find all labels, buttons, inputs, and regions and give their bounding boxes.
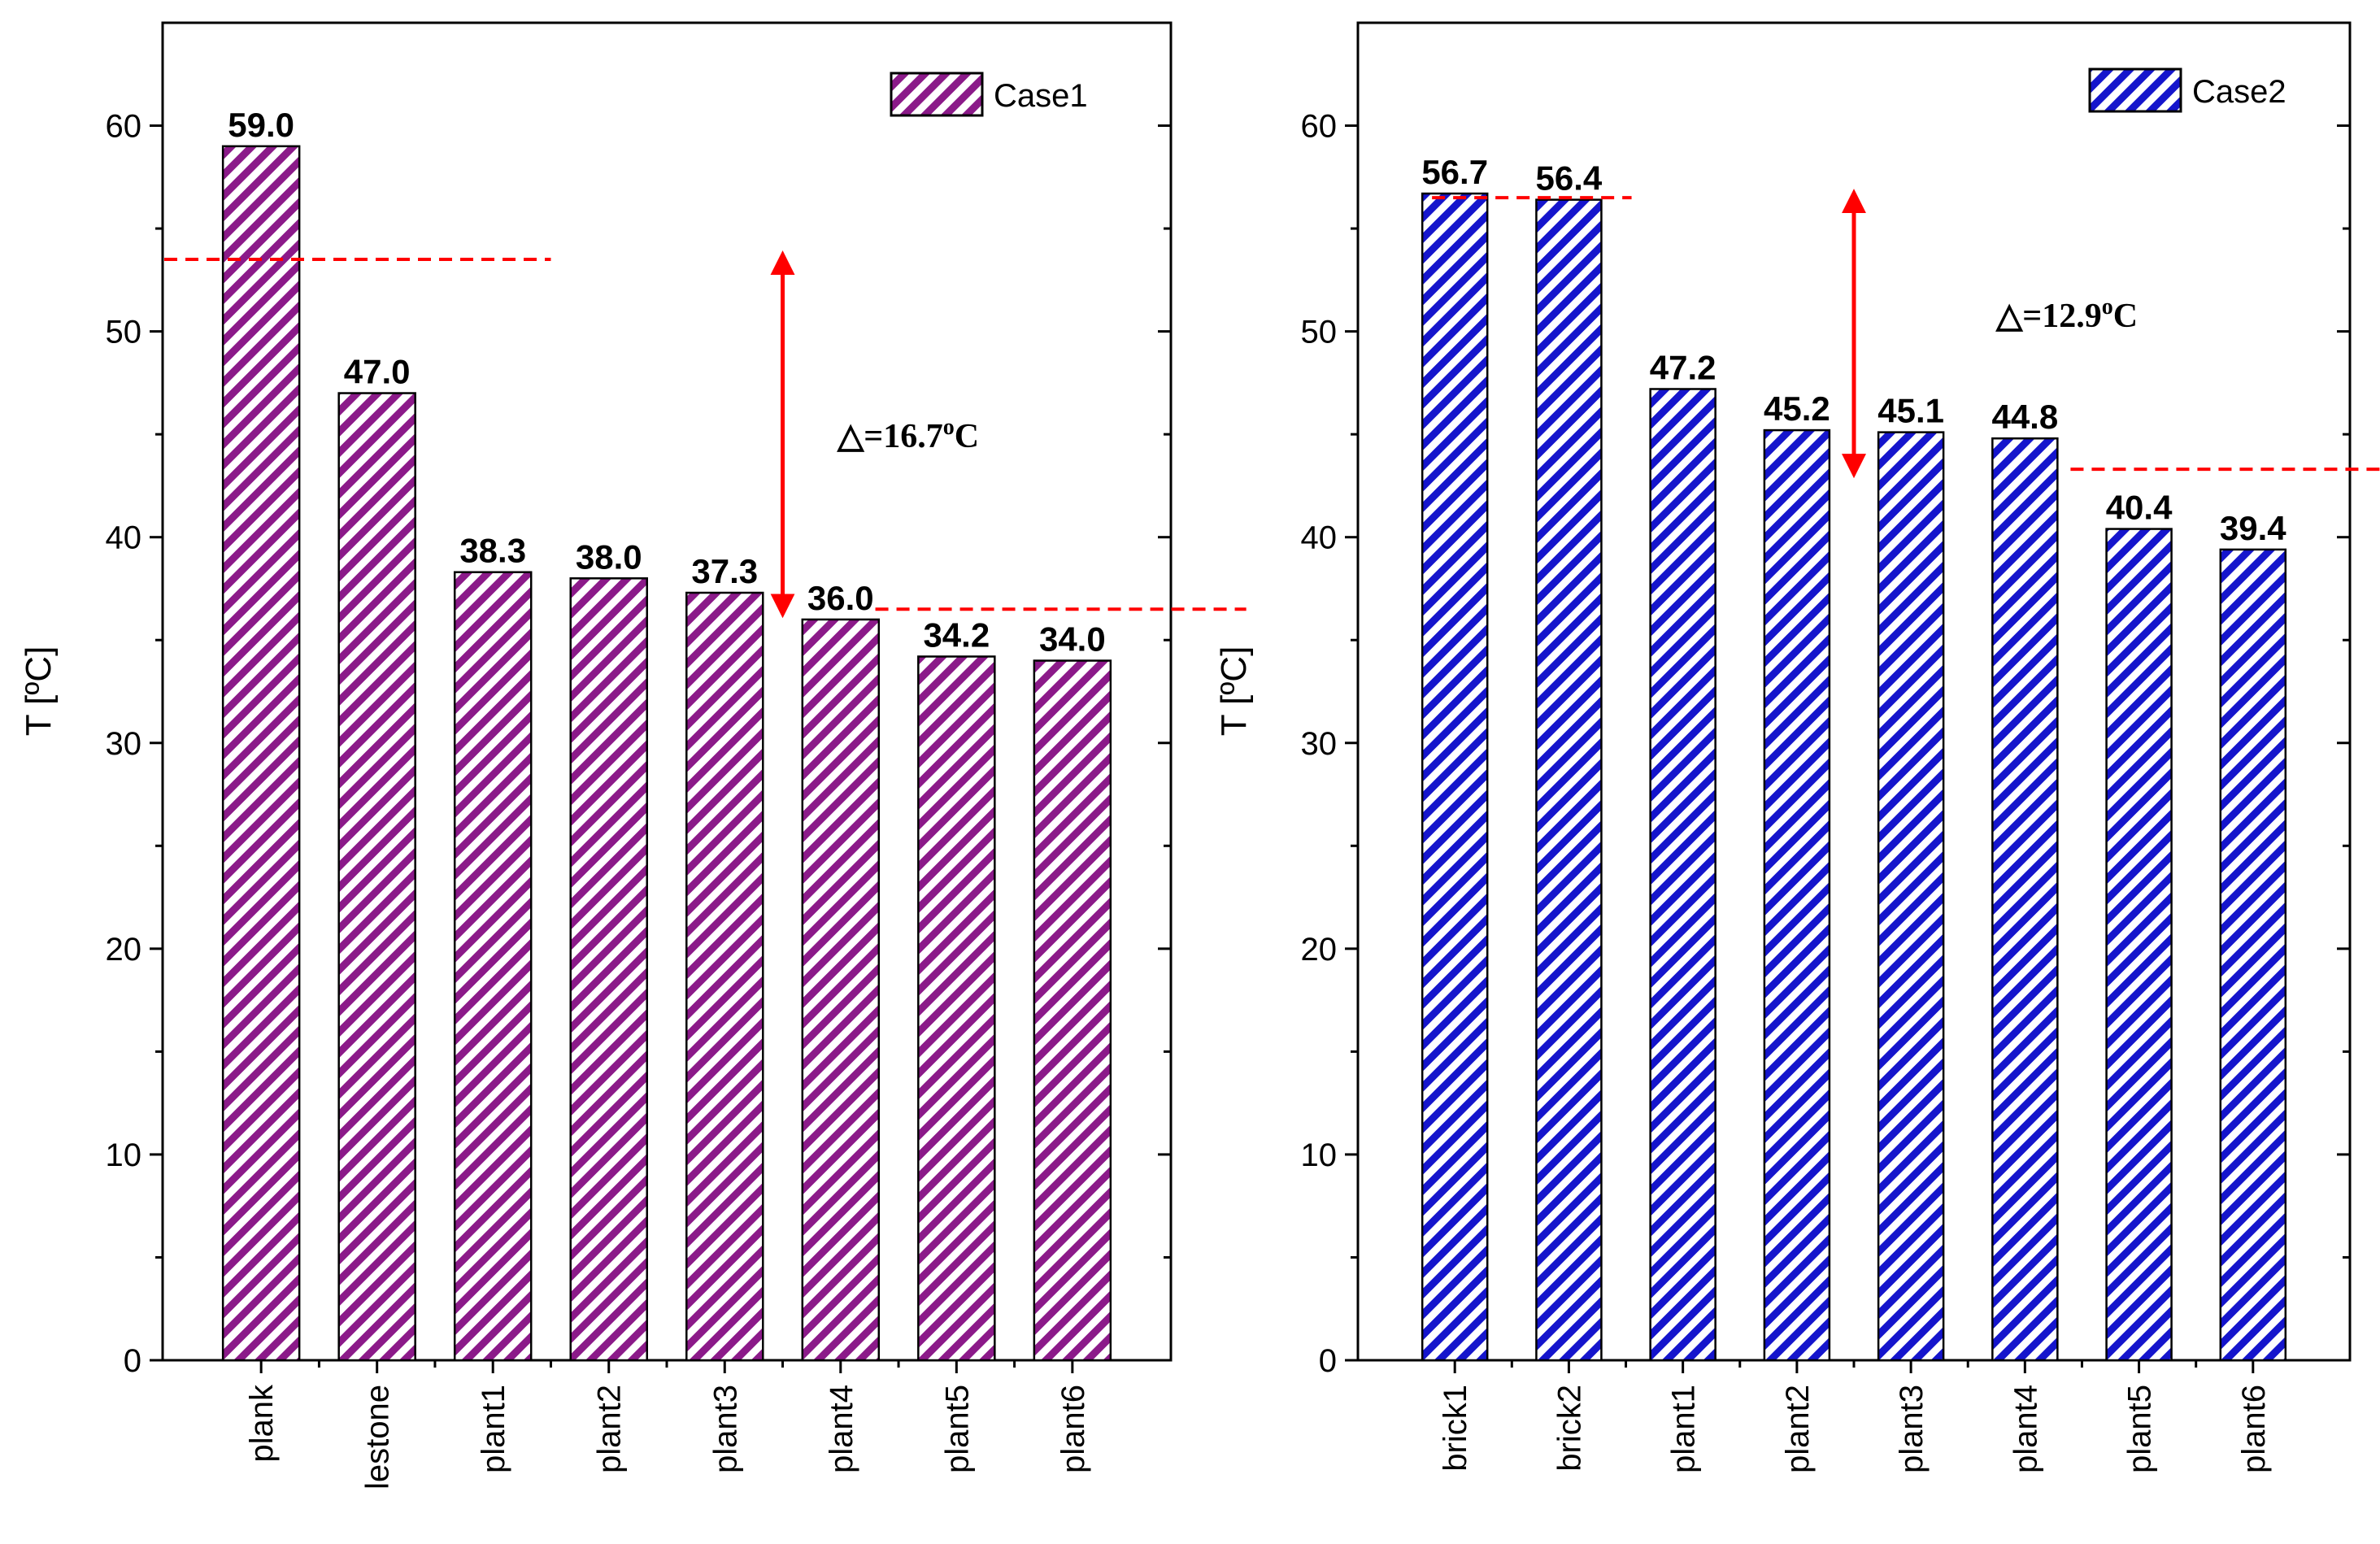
category-label: plant6 bbox=[1055, 1385, 1091, 1473]
y-tick-label: 60 bbox=[1301, 109, 1338, 145]
category-label: brick2 bbox=[1551, 1385, 1587, 1472]
bar-value-label: 40.4 bbox=[2106, 489, 2173, 527]
legend-label: Case1 bbox=[994, 78, 1088, 114]
chart-panel-case2: T [ºC] 0 10 20 30 40 50 60 56.7 56.4 47.2 45.2 45.… bbox=[1214, 21, 2380, 1473]
legend-swatch bbox=[2088, 67, 2182, 113]
y-tick-label: 0 bbox=[124, 1343, 141, 1379]
legend-swatch bbox=[890, 72, 984, 117]
bar-value-label: 36.0 bbox=[807, 579, 874, 617]
bar bbox=[917, 655, 996, 1362]
delta-annotation-degree: o bbox=[2102, 294, 2113, 320]
category-labels: brick1 brick2 plant1 plant2 plant3 plant4 plan… bbox=[1438, 1360, 2272, 1473]
reference-lines bbox=[1432, 196, 2380, 472]
bar-value-label: 34.0 bbox=[1039, 620, 1106, 659]
delta-annotation: △=16.7oC bbox=[837, 415, 979, 455]
y-tick-label: 10 bbox=[106, 1137, 142, 1173]
y-tick-label: 30 bbox=[106, 726, 142, 762]
bar bbox=[221, 145, 301, 1362]
delta-annotation-value: △=12.9 bbox=[1995, 298, 2102, 335]
y-tick-label: 30 bbox=[1301, 726, 1338, 762]
category-label: plank bbox=[244, 1384, 280, 1463]
y-axis-title: T [ºC] bbox=[19, 646, 59, 737]
category-label: brick1 bbox=[1438, 1385, 1473, 1472]
category-label: plant2 bbox=[1780, 1385, 1816, 1473]
bar-value-label: 47.0 bbox=[344, 353, 411, 391]
category-labels: plank lestone plant1 plant2 plant3 plant4 plan… bbox=[244, 1360, 1091, 1490]
bar bbox=[2219, 548, 2287, 1362]
value-labels: 56.7 56.4 47.2 45.2 45.1 44.8 40.4 39.4 bbox=[1421, 153, 2286, 547]
category-label: plant4 bbox=[2008, 1385, 2043, 1473]
bar-value-label: 39.4 bbox=[2220, 509, 2286, 547]
category-label: plant1 bbox=[476, 1385, 511, 1473]
bars bbox=[221, 145, 1112, 1362]
bar-value-label: 56.7 bbox=[1421, 153, 1488, 191]
legend: Case1 bbox=[890, 72, 1088, 117]
category-label: plant4 bbox=[824, 1385, 859, 1473]
bar bbox=[337, 392, 416, 1362]
reference-lines bbox=[164, 258, 1247, 611]
y-ticks: 0 10 20 30 40 50 60 bbox=[1301, 109, 2350, 1379]
y-tick-label: 60 bbox=[106, 109, 142, 145]
bar-value-label: 45.2 bbox=[1764, 389, 1830, 428]
bar bbox=[453, 571, 533, 1362]
category-label: plant1 bbox=[1666, 1385, 1702, 1473]
delta-annotation-unit: C bbox=[2113, 298, 2138, 335]
legend: Case2 bbox=[2088, 67, 2286, 113]
bar bbox=[801, 618, 881, 1362]
category-label: plant3 bbox=[1894, 1385, 1930, 1473]
chart-panel-case1: T [ºC] 0 10 20 30 40 50 60 59.0 47.0 38.3 38.0 37.… bbox=[19, 21, 1247, 1490]
y-tick-label: 50 bbox=[1301, 315, 1338, 350]
delta-annotation-degree: o bbox=[943, 415, 955, 440]
bar-value-label: 34.2 bbox=[923, 615, 990, 654]
bar-value-label: 44.8 bbox=[1991, 398, 2058, 436]
delta-annotation: △=12.9oC bbox=[1995, 294, 2138, 335]
value-labels: 59.0 47.0 38.3 38.0 37.3 36.0 34.2 34.0 bbox=[228, 106, 1105, 659]
category-label: plant2 bbox=[592, 1385, 628, 1473]
delta-annotation-value: △=16.7 bbox=[837, 418, 943, 455]
bar-value-label: 38.0 bbox=[576, 537, 642, 576]
y-tick-label: 50 bbox=[106, 315, 142, 350]
y-tick-label: 0 bbox=[1319, 1343, 1337, 1379]
plot-area-frame bbox=[161, 21, 1173, 1362]
bar-value-label: 37.3 bbox=[691, 552, 758, 590]
bar bbox=[1421, 192, 1489, 1362]
y-tick-label: 40 bbox=[1301, 520, 1338, 556]
y-tick-label: 40 bbox=[106, 520, 142, 556]
bar bbox=[1991, 437, 2059, 1362]
category-label: lestone bbox=[360, 1385, 396, 1490]
category-label: plant3 bbox=[707, 1385, 743, 1473]
bar bbox=[1877, 431, 1945, 1362]
y-axis-title: T [ºC] bbox=[1214, 646, 1254, 737]
bar-value-label: 59.0 bbox=[228, 106, 294, 144]
bar bbox=[1033, 659, 1112, 1362]
category-label: plant5 bbox=[2122, 1385, 2158, 1473]
bar bbox=[569, 577, 648, 1362]
bar bbox=[1649, 388, 1716, 1362]
category-label: plant5 bbox=[939, 1385, 975, 1473]
bar-value-label: 47.2 bbox=[1650, 348, 1716, 386]
y-tick-label: 10 bbox=[1301, 1137, 1338, 1173]
y-tick-label: 20 bbox=[1301, 932, 1338, 968]
delta-annotation-unit: C bbox=[955, 418, 979, 455]
y-ticks: 0 10 20 30 40 50 60 bbox=[106, 109, 1171, 1379]
bar bbox=[685, 591, 764, 1362]
bar bbox=[1763, 428, 1831, 1362]
bar-value-label: 45.1 bbox=[1877, 392, 1944, 430]
bar-value-label: 56.4 bbox=[1536, 159, 1603, 198]
bar-value-label: 38.3 bbox=[459, 532, 526, 570]
bar bbox=[2105, 528, 2173, 1362]
bar bbox=[1535, 198, 1603, 1362]
category-label: plant6 bbox=[2236, 1385, 2272, 1473]
legend-label: Case2 bbox=[2192, 74, 2286, 110]
y-tick-label: 20 bbox=[106, 932, 142, 968]
